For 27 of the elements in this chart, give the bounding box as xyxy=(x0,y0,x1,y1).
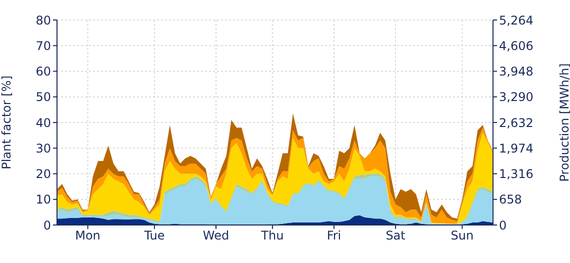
y-tick-label: 30 xyxy=(36,141,51,156)
y2-tick-label: 0 xyxy=(499,218,507,232)
y2-axis-title: Production [MWh/h] xyxy=(557,63,570,182)
x-tick-label: Tue xyxy=(143,228,165,243)
y2-tick-label: 1,974 xyxy=(499,141,534,156)
y-tick-label: 20 xyxy=(36,167,51,182)
x-tick-label: Mon xyxy=(75,228,100,243)
y2-tick-label: 658 xyxy=(499,192,522,207)
y2-tick-label: 3,290 xyxy=(499,90,534,104)
x-tick-label: Wed xyxy=(202,228,230,243)
x-tick-label: Sat xyxy=(386,228,406,243)
x-tick-label: Fri xyxy=(326,228,342,243)
y2-tick-label: 1,316 xyxy=(499,167,534,182)
y-tick-label: 60 xyxy=(36,64,51,79)
y2-tick-label: 5,264 xyxy=(499,13,534,28)
y-tick-label: 0 xyxy=(43,218,51,232)
y-tick-label: 50 xyxy=(36,90,51,104)
y-axis-title: Plant factor [%] xyxy=(0,76,14,170)
y2-tick-label: 4,606 xyxy=(499,38,534,53)
y2-tick-label: 2,632 xyxy=(499,116,534,130)
y-tick-label: 10 xyxy=(36,192,51,207)
y2-tick-label: 3,948 xyxy=(499,64,534,79)
x-tick-label: Thu xyxy=(260,228,284,243)
y-tick-label: 80 xyxy=(36,13,51,28)
x-tick-label: Sun xyxy=(450,228,474,243)
y-tick-label: 40 xyxy=(36,116,51,130)
y-tick-label: 70 xyxy=(36,38,51,53)
